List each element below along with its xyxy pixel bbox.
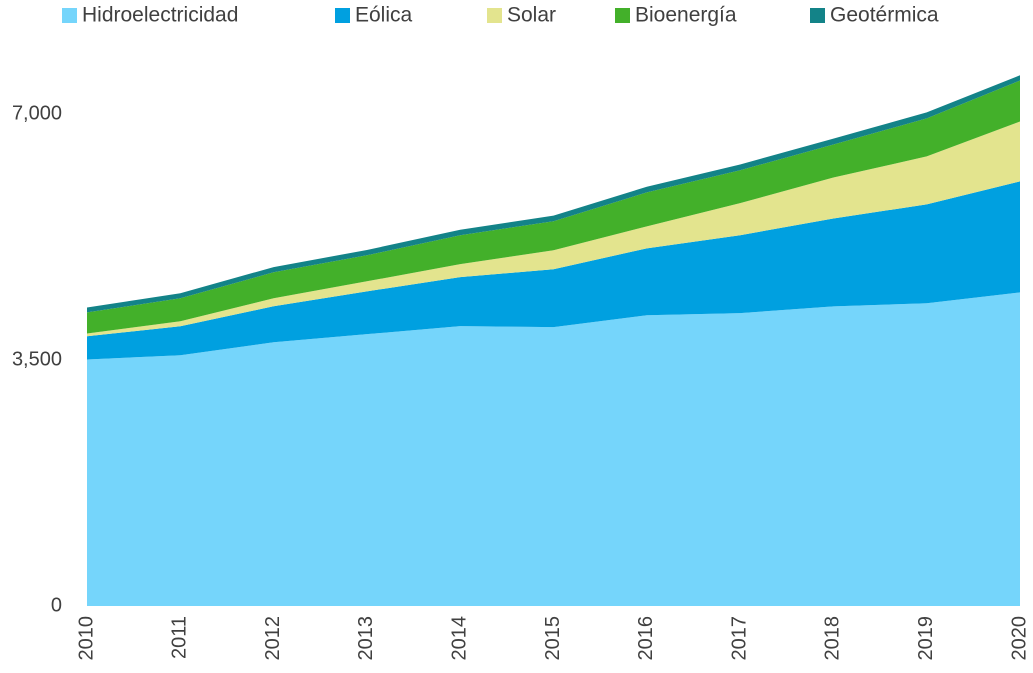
x-tick-label: 2011 [169, 616, 191, 659]
legend-item: Hidroelectricidad [62, 4, 238, 27]
legend-label: Geotérmica [830, 4, 939, 27]
x-tick-label: 2016 [635, 616, 657, 661]
x-tick-label: 2018 [822, 616, 844, 661]
y-tick-label: 3,500 [12, 348, 62, 370]
legend-swatch [335, 8, 350, 23]
legend-item: Solar [487, 4, 556, 27]
x-tick-label: 2010 [75, 616, 97, 661]
legend-swatch [615, 8, 630, 23]
area [87, 292, 1020, 606]
area [87, 80, 1020, 334]
legend-swatch [487, 8, 502, 23]
x-tick-label: 2013 [355, 616, 377, 661]
x-tick-label: 2017 [728, 616, 750, 661]
legend-label: Solar [507, 4, 556, 27]
x-tick-label: 2015 [542, 616, 564, 661]
legend-label: Eólica [355, 4, 413, 27]
legend-swatch [810, 8, 825, 23]
x-tick-label: 2020 [1008, 616, 1030, 661]
x-tick-label: 2019 [915, 616, 937, 661]
x-tick-label: 2012 [262, 616, 284, 661]
y-tick-label: 0 [51, 594, 62, 616]
legend-label: Bioenergía [635, 4, 737, 27]
legend-item: Geotérmica [810, 4, 939, 27]
legend-swatch [62, 8, 77, 23]
x-tick-label: 2014 [448, 616, 470, 661]
legend-item: Eólica [335, 4, 413, 27]
area [87, 181, 1020, 360]
legend-item: Bioenergía [615, 4, 737, 27]
legend-label: Hidroelectricidad [82, 4, 238, 27]
y-tick-label: 7,000 [12, 103, 62, 125]
